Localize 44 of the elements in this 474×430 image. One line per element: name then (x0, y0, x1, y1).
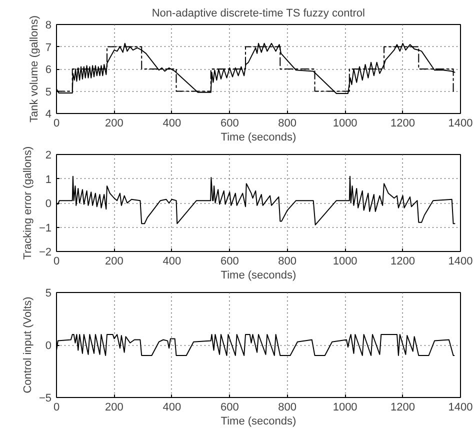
x-tick-label: 200 (105, 118, 124, 130)
chart-title: Non-adaptive discrete-time TS fuzzy control (152, 8, 365, 20)
x-tick-label: 400 (162, 256, 182, 268)
x-tick-label: 600 (220, 118, 239, 130)
x-tick-label: 200 (105, 402, 124, 414)
y-tick-label: 0 (45, 340, 52, 352)
x-tick-label: 800 (278, 256, 297, 268)
x-tick-label: 1400 (448, 256, 473, 268)
x-tick-label: 1400 (448, 402, 473, 414)
y-tick-label: 2 (45, 150, 52, 162)
x-tick-label: 600 (220, 402, 239, 414)
y-axis-title: Tank volume (gallons) (28, 15, 40, 122)
x-tick-label: 800 (278, 402, 297, 414)
x-tick-label: 800 (278, 118, 297, 130)
y-tick-label: 8 (45, 20, 52, 32)
x-tick-label: 200 (105, 256, 124, 268)
y-tick-label: 5 (45, 86, 52, 98)
x-tick-label: 1000 (332, 256, 358, 268)
x-tick-label: 1200 (390, 402, 416, 414)
x-tick-label: 600 (220, 256, 239, 268)
x-tick-label: 1200 (390, 118, 416, 130)
y-axis-title: Control input (Volts) (22, 296, 34, 394)
y-tick-label: −5 (38, 392, 52, 404)
y-tick-label: 1 (45, 174, 52, 186)
x-tick-label: 0 (53, 256, 60, 268)
x-axis-title: Time (seconds) (220, 132, 296, 144)
x-tick-label: 1000 (332, 402, 358, 414)
y-tick-label: −2 (38, 246, 52, 258)
y-tick-label: 5 (45, 288, 52, 300)
x-axis-title: Time (seconds) (220, 416, 296, 428)
x-tick-label: 0 (53, 402, 60, 414)
x-tick-label: 1200 (390, 256, 416, 268)
y-tick-label: 6 (45, 64, 52, 76)
x-tick-label: 0 (53, 118, 60, 130)
y-tick-label: 0 (45, 198, 52, 210)
y-tick-label: −1 (38, 222, 52, 234)
y-axis-title: Tracking error (gallons) (22, 146, 34, 260)
x-tick-label: 400 (162, 118, 182, 130)
x-tick-label: 1400 (448, 118, 473, 130)
y-tick-label: 4 (45, 108, 52, 120)
y-tick-label: 7 (45, 42, 52, 54)
x-tick-label: 1000 (332, 118, 358, 130)
x-tick-label: 400 (162, 402, 182, 414)
x-axis-title: Time (seconds) (220, 270, 296, 282)
